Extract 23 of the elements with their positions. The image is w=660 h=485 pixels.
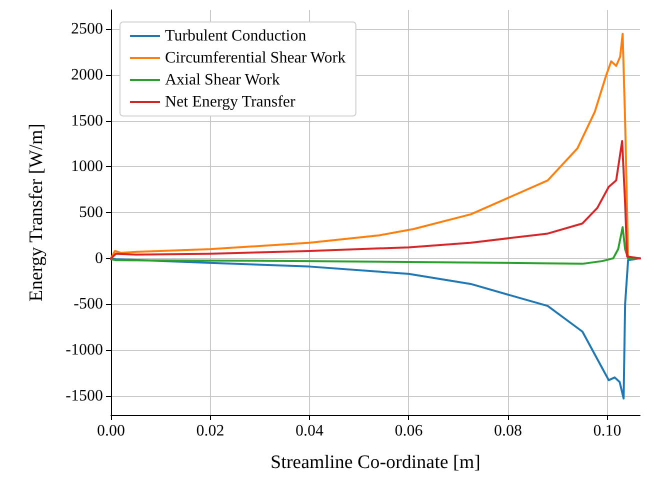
x-tick-label: 0.02 xyxy=(196,422,224,440)
x-tick-label: 0.06 xyxy=(394,422,423,440)
x-tick-label: 0.08 xyxy=(494,422,522,440)
y-tick-label: -1000 xyxy=(66,341,103,358)
legend-label: Turbulent Conduction xyxy=(165,28,306,44)
line-series xyxy=(110,140,641,260)
legend-label: Axial Shear Work xyxy=(165,72,280,88)
y-tick-label: 1500 xyxy=(71,112,103,130)
y-tick-label: -1500 xyxy=(66,387,103,404)
y-tick-label: 2500 xyxy=(71,20,103,38)
legend-label: Circumferential Shear Work xyxy=(165,50,346,66)
y-axis-title: Energy Transfer [W/m] xyxy=(26,123,47,302)
y-tick-label: 1000 xyxy=(71,158,103,176)
line-series xyxy=(110,226,641,265)
x-tick-label: 0.10 xyxy=(593,422,622,440)
y-tick-label: 2000 xyxy=(71,66,103,84)
x-axis-title: Streamline Co-ordinate [m] xyxy=(270,452,480,473)
y-tick-label: -500 xyxy=(74,296,103,313)
legend-label: Net Energy Transfer xyxy=(165,94,296,110)
x-tick-label: 0.00 xyxy=(97,422,125,440)
y-tick-label: 500 xyxy=(79,204,103,221)
x-tick-label: 0.04 xyxy=(296,422,324,440)
y-tick-label: 0 xyxy=(95,250,103,267)
